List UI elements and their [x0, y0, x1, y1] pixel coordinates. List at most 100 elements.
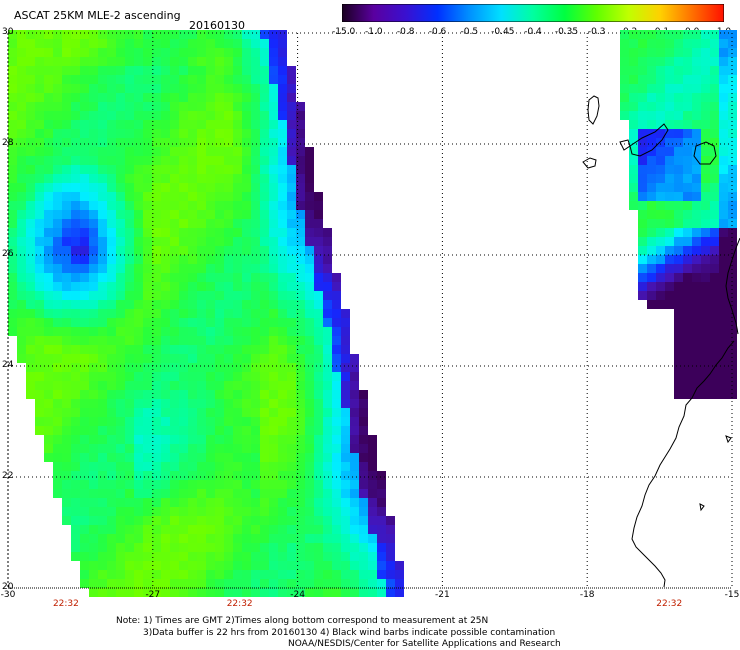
swath-cell [143, 318, 152, 327]
swath-cell [152, 309, 161, 318]
swath-cell [674, 345, 683, 354]
swath-cell [170, 75, 179, 84]
swath-cell [188, 246, 197, 255]
swath-cell [116, 129, 125, 138]
swath-cell [197, 381, 206, 390]
swath-cell [224, 579, 233, 588]
swath-cell [80, 228, 89, 237]
swath-cell [242, 165, 251, 174]
swath-cell [251, 111, 260, 120]
swath-cell [656, 273, 665, 282]
colorbar-tick-label: -0.35 [554, 27, 579, 37]
swath-cell [80, 111, 89, 120]
swath-cell [152, 543, 161, 552]
swath-cell [134, 129, 143, 138]
swath-cell [269, 264, 278, 273]
swath-cell [701, 165, 710, 174]
swath-cell [107, 507, 116, 516]
swath-cell [728, 138, 737, 147]
swath-cell [98, 318, 107, 327]
swath-cell [314, 588, 323, 597]
swath-cell [278, 183, 287, 192]
swath-cell [179, 309, 188, 318]
swath-cell [251, 444, 260, 453]
swath-cell [674, 390, 683, 399]
swath-cell [215, 570, 224, 579]
swath-cell [278, 498, 287, 507]
swath-cell [71, 372, 80, 381]
swath-cell [269, 39, 278, 48]
swath-cell [314, 381, 323, 390]
islet-2 [699, 503, 705, 512]
swath-cell [179, 75, 188, 84]
swath-cell [728, 219, 737, 228]
swath-cell [152, 525, 161, 534]
swath-cell [224, 165, 233, 174]
swath-cell [143, 201, 152, 210]
swath-cell [53, 147, 62, 156]
swath-cell [260, 453, 269, 462]
swath-cell [71, 300, 80, 309]
swath-cell [638, 192, 647, 201]
swath-cell [17, 354, 26, 363]
swath-cell [350, 480, 359, 489]
swath-cell [224, 48, 233, 57]
swath-cell [161, 282, 170, 291]
swath-cell [161, 66, 170, 75]
swath-cell [71, 552, 80, 561]
swath-cell [233, 273, 242, 282]
swath-cell [287, 561, 296, 570]
swath-cell [233, 282, 242, 291]
swath-cell [359, 579, 368, 588]
swath-cell [296, 408, 305, 417]
swath-cell [260, 210, 269, 219]
swath-cell [206, 255, 215, 264]
swath-cell [8, 30, 17, 39]
swath-cell [116, 273, 125, 282]
swath-cell [224, 381, 233, 390]
swath-cell [296, 237, 305, 246]
swath-cell [719, 129, 728, 138]
swath-cell [152, 408, 161, 417]
colorbar [341, 3, 725, 23]
swath-cell [26, 318, 35, 327]
swath-cell [89, 444, 98, 453]
swath-cell [89, 147, 98, 156]
swath-cell [17, 273, 26, 282]
swath-cell [287, 543, 296, 552]
swath-cell [116, 435, 125, 444]
swath-cell [224, 354, 233, 363]
swath-cell [35, 309, 44, 318]
swath-cell [251, 129, 260, 138]
swath-cell [242, 210, 251, 219]
swath-cell [143, 111, 152, 120]
swath-cell [359, 417, 368, 426]
swath-cell [188, 120, 197, 129]
islet-1 [725, 435, 732, 444]
swath-cell [233, 156, 242, 165]
swath-cell [251, 570, 260, 579]
swath-cell [71, 525, 80, 534]
swath-cell [26, 111, 35, 120]
swath-cell [89, 480, 98, 489]
swath-cell [26, 210, 35, 219]
swath-cell [323, 480, 332, 489]
swath-cell [710, 111, 719, 120]
swath-cell [359, 471, 368, 480]
swath-cell [215, 525, 224, 534]
swath-cell [98, 273, 107, 282]
swath-cell [89, 309, 98, 318]
swath-cell [710, 120, 719, 129]
swath-cell [719, 354, 728, 363]
swath-cell [71, 102, 80, 111]
swath-cell [197, 210, 206, 219]
swath-cell [719, 66, 728, 75]
swath-cell [251, 174, 260, 183]
swath-cell [332, 336, 341, 345]
swath-cell [323, 534, 332, 543]
swath-cell [251, 30, 260, 39]
swath-cell [44, 201, 53, 210]
swath-cell [170, 354, 179, 363]
swath-cell [152, 111, 161, 120]
swath-cell [278, 156, 287, 165]
